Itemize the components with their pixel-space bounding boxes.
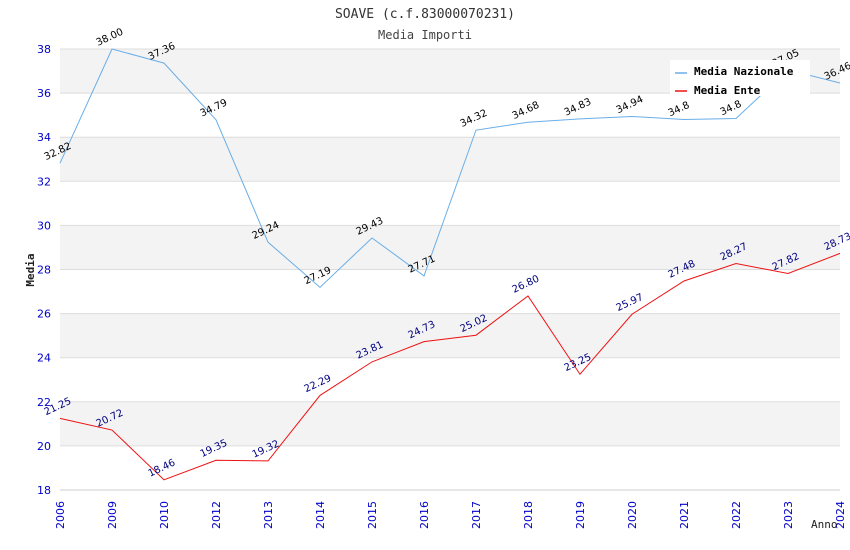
y-tick-label: 30	[37, 219, 51, 232]
grid-band	[60, 225, 840, 270]
x-tick-label: 2016	[418, 501, 431, 529]
x-tick-label: 2023	[782, 501, 795, 529]
y-tick-label: 28	[37, 264, 51, 277]
grid-band	[60, 445, 840, 490]
x-tick-label: 2014	[314, 501, 327, 529]
y-tick-label: 22	[37, 396, 51, 409]
grid-band	[60, 401, 840, 446]
data-label: 38.00	[95, 27, 126, 49]
y-tick-label: 34	[37, 131, 51, 144]
series-line-ente	[59, 252, 841, 481]
x-tick-label: 2024	[834, 501, 847, 529]
x-tick-label: 2020	[626, 501, 639, 529]
y-tick-label: 18	[37, 484, 51, 497]
chart-subtitle: Media Importi	[378, 28, 472, 42]
grid-band	[60, 93, 840, 138]
x-tick-label: 2010	[158, 501, 171, 529]
legend: Media Nazionale Media Ente	[670, 60, 810, 97]
x-tick-label: 2021	[678, 501, 691, 529]
x-axis-label: Anno	[811, 518, 838, 531]
grid-band	[60, 137, 840, 182]
legend-label-nazionale: Media Nazionale	[694, 65, 794, 78]
x-tick-label: 2006	[54, 501, 67, 529]
x-tick-label: 2022	[730, 501, 743, 529]
legend-label-ente: Media Ente	[694, 84, 761, 97]
y-tick-label: 20	[37, 440, 51, 453]
grid-band	[60, 357, 840, 402]
y-tick-label: 32	[37, 175, 51, 188]
y-tick-label: 24	[37, 352, 51, 365]
legend-box	[670, 60, 810, 96]
gridlines	[60, 48, 840, 491]
x-tick-label: 2012	[210, 501, 223, 529]
grid-band	[60, 313, 840, 358]
x-tick-label: 2015	[366, 501, 379, 529]
chart-title: SOAVE (c.f.83000070231)	[335, 7, 515, 22]
x-tick-label: 2017	[470, 501, 483, 529]
y-tick-label: 38	[37, 43, 51, 56]
grid-bands	[60, 49, 840, 490]
x-tick-label: 2013	[262, 501, 275, 529]
grid-band	[60, 269, 840, 314]
x-tick-label: 2009	[106, 501, 119, 529]
y-tick-labels: 18 20 22 24 26 28 30 32 34 36 38	[37, 43, 51, 497]
series-line-nazionale	[59, 48, 841, 289]
x-tick-labels: 2006 2009 2010 2012 2013 2014 2015 2016 2017 2018…	[54, 501, 847, 529]
x-tick-label: 2019	[574, 501, 587, 529]
y-axis-label: Media	[24, 253, 37, 286]
y-tick-label: 36	[37, 87, 51, 100]
x-tick-label: 2018	[522, 501, 535, 529]
y-tick-label: 26	[37, 308, 51, 321]
